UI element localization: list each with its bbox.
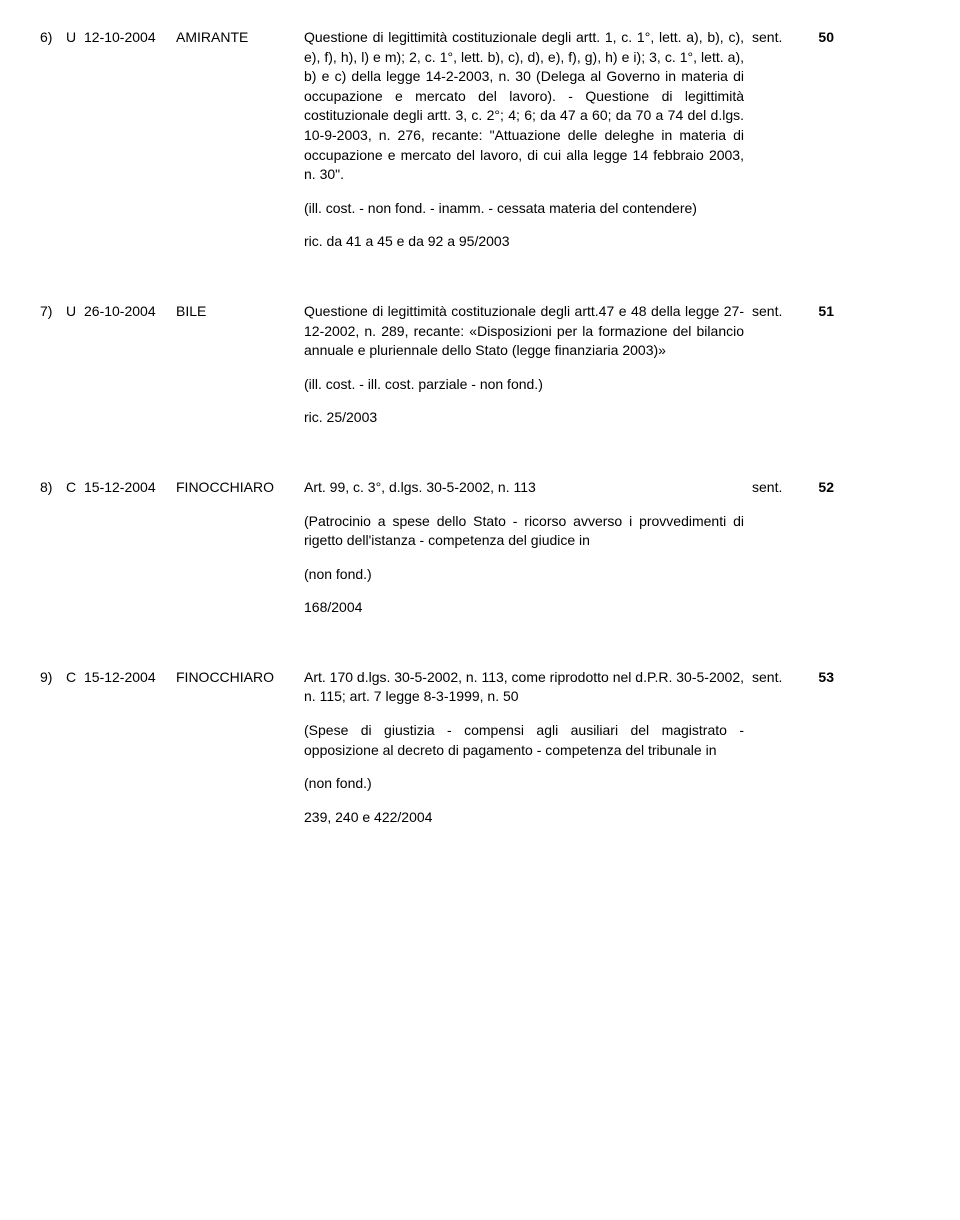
- entry-author: BILE: [176, 302, 304, 322]
- entry-date: 12-10-2004: [84, 28, 176, 48]
- entry-body: Questione di legittimità costituzionale …: [304, 28, 744, 266]
- entry-number: 7): [40, 302, 66, 322]
- entry-type: C: [66, 668, 84, 688]
- entry-number: 9): [40, 668, 66, 688]
- entry-paragraph: (ill. cost. - ill. cost. parziale - non …: [304, 375, 744, 395]
- entry-date: 15-12-2004: [84, 478, 176, 498]
- entry-sent-label: sent.: [744, 668, 804, 688]
- entry-author: FINOCCHIARO: [176, 478, 304, 498]
- entry-paragraph: (non fond.): [304, 565, 744, 585]
- entry-number: 8): [40, 478, 66, 498]
- entry-row: 6) U 12-10-2004 AMIRANTE Questione di le…: [40, 28, 920, 266]
- entry-paragraph: (Patrocinio a spese dello Stato - ricors…: [304, 512, 744, 551]
- entry-type: U: [66, 302, 84, 322]
- entry-paragraph: Art. 170 d.lgs. 30-5-2002, n. 113, come …: [304, 668, 744, 707]
- entry-body: Art. 99, c. 3°, d.lgs. 30-5-2002, n. 113…: [304, 478, 744, 632]
- entry-paragraph: Questione di legittimità costituzionale …: [304, 28, 744, 185]
- entry-paragraph: (ill. cost. - non fond. - inamm. - cessa…: [304, 199, 744, 219]
- entry-sent-number: 53: [804, 668, 834, 688]
- entry-sent-number: 51: [804, 302, 834, 322]
- entry-body: Questione di legittimità costituzionale …: [304, 302, 744, 442]
- entry-paragraph: 239, 240 e 422/2004: [304, 808, 744, 828]
- entry-author: FINOCCHIARO: [176, 668, 304, 688]
- entry-sent-label: sent.: [744, 478, 804, 498]
- entry-type: C: [66, 478, 84, 498]
- entry-sent-number: 50: [804, 28, 834, 48]
- entry-author: AMIRANTE: [176, 28, 304, 48]
- entry-row: 8) C 15-12-2004 FINOCCHIARO Art. 99, c. …: [40, 478, 920, 632]
- entry-paragraph: (non fond.): [304, 774, 744, 794]
- entry-sent-label: sent.: [744, 28, 804, 48]
- entry-paragraph: Questione di legittimità costituzionale …: [304, 302, 744, 361]
- entry-paragraph: (Spese di giustizia - compensi agli ausi…: [304, 721, 744, 760]
- entry-paragraph: ric. 25/2003: [304, 408, 744, 428]
- entry-date: 26-10-2004: [84, 302, 176, 322]
- entry-paragraph: 168/2004: [304, 598, 744, 618]
- entry-sent-label: sent.: [744, 302, 804, 322]
- entry-row: 9) C 15-12-2004 FINOCCHIARO Art. 170 d.l…: [40, 668, 920, 842]
- entry-row: 7) U 26-10-2004 BILE Questione di legitt…: [40, 302, 920, 442]
- entry-sent-number: 52: [804, 478, 834, 498]
- entry-type: U: [66, 28, 84, 48]
- entry-date: 15-12-2004: [84, 668, 176, 688]
- entry-number: 6): [40, 28, 66, 48]
- entry-body: Art. 170 d.lgs. 30-5-2002, n. 113, come …: [304, 668, 744, 842]
- entry-paragraph: ric. da 41 a 45 e da 92 a 95/2003: [304, 232, 744, 252]
- entry-paragraph: Art. 99, c. 3°, d.lgs. 30-5-2002, n. 113: [304, 478, 744, 498]
